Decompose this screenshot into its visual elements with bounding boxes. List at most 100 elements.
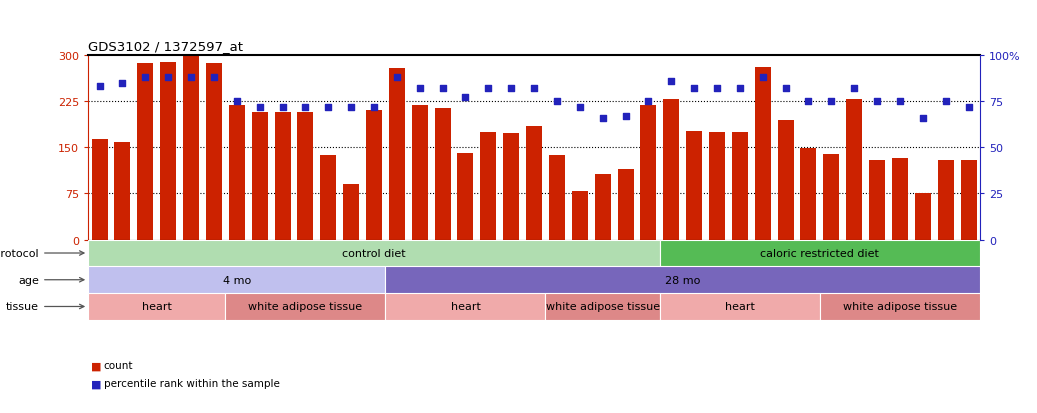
Text: heart: heart [450,302,480,312]
Bar [960,161,977,240]
Bar [755,68,770,240]
Point [366,104,383,111]
Point [937,99,954,105]
Text: control diet: control diet [342,248,405,259]
Text: heart: heart [725,302,755,312]
Bar [846,100,862,240]
Bar [820,293,980,320]
Bar [88,293,225,320]
Bar [320,155,336,240]
Point [617,113,634,120]
Bar [778,121,793,240]
Text: white adipose tissue: white adipose tissue [248,302,363,312]
Point [708,85,725,92]
Bar [275,112,290,240]
Bar [617,169,634,240]
Bar [937,160,954,240]
Text: caloric restricted diet: caloric restricted diet [760,248,879,259]
Point [137,75,153,81]
Bar [823,154,839,240]
Text: heart: heart [142,302,172,312]
Text: 28 mo: 28 mo [665,275,700,285]
Bar [915,193,931,240]
Bar [160,63,176,240]
Bar [526,126,542,240]
Point [892,99,908,105]
Point [114,80,131,87]
Bar [389,69,404,240]
Point [846,85,863,92]
Point [412,85,428,92]
Point [389,75,405,81]
Point [571,104,588,111]
Bar [137,64,153,240]
Bar [732,133,748,240]
Point [549,99,565,105]
Point [274,104,290,111]
Point [594,115,611,122]
Point [731,85,748,92]
Point [823,99,840,105]
Text: count: count [104,361,133,370]
Bar [594,175,611,240]
Text: tissue: tissue [6,302,84,312]
Text: white adipose tissue: white adipose tissue [843,302,957,312]
Bar [298,112,313,240]
Bar [892,158,908,240]
Bar [686,132,702,240]
Bar [435,109,451,240]
Bar [252,113,268,240]
Point [228,99,245,105]
Bar [366,111,382,240]
Bar [664,100,679,240]
Bar [503,134,520,240]
Bar [114,143,131,240]
Text: percentile rank within the sample: percentile rank within the sample [104,378,280,388]
Bar [660,240,980,267]
Bar [660,293,820,320]
Bar [549,156,565,240]
Point [640,99,656,105]
Text: GDS3102 / 1372597_at: GDS3102 / 1372597_at [88,40,243,53]
Text: growth protocol: growth protocol [0,248,84,259]
Bar [225,293,386,320]
Point [503,85,520,92]
Point [685,85,702,92]
Bar [386,267,980,293]
Text: ■: ■ [91,378,102,388]
Point [320,104,337,111]
Text: ■: ■ [91,361,102,370]
Bar [869,160,885,240]
Point [343,104,360,111]
Text: age: age [19,275,84,285]
Point [183,75,199,81]
Bar [480,133,497,240]
Point [869,99,886,105]
Bar [91,140,108,240]
Point [801,99,817,105]
Bar [386,293,545,320]
Point [915,115,931,122]
Bar [801,149,816,240]
Bar [229,106,245,240]
Point [960,104,977,111]
Bar [571,192,588,240]
Point [435,85,451,92]
Bar [457,154,474,240]
Bar [88,267,386,293]
Point [526,85,542,92]
Bar [412,106,427,240]
Point [480,85,497,92]
Bar [545,293,660,320]
Point [205,75,222,81]
Bar [641,105,656,240]
Text: white adipose tissue: white adipose tissue [545,302,660,312]
Text: 4 mo: 4 mo [223,275,251,285]
Point [755,75,772,81]
Point [251,104,268,111]
Bar [343,184,359,240]
Bar [88,240,660,267]
Point [663,78,679,85]
Bar [206,64,222,240]
Bar [184,56,199,240]
